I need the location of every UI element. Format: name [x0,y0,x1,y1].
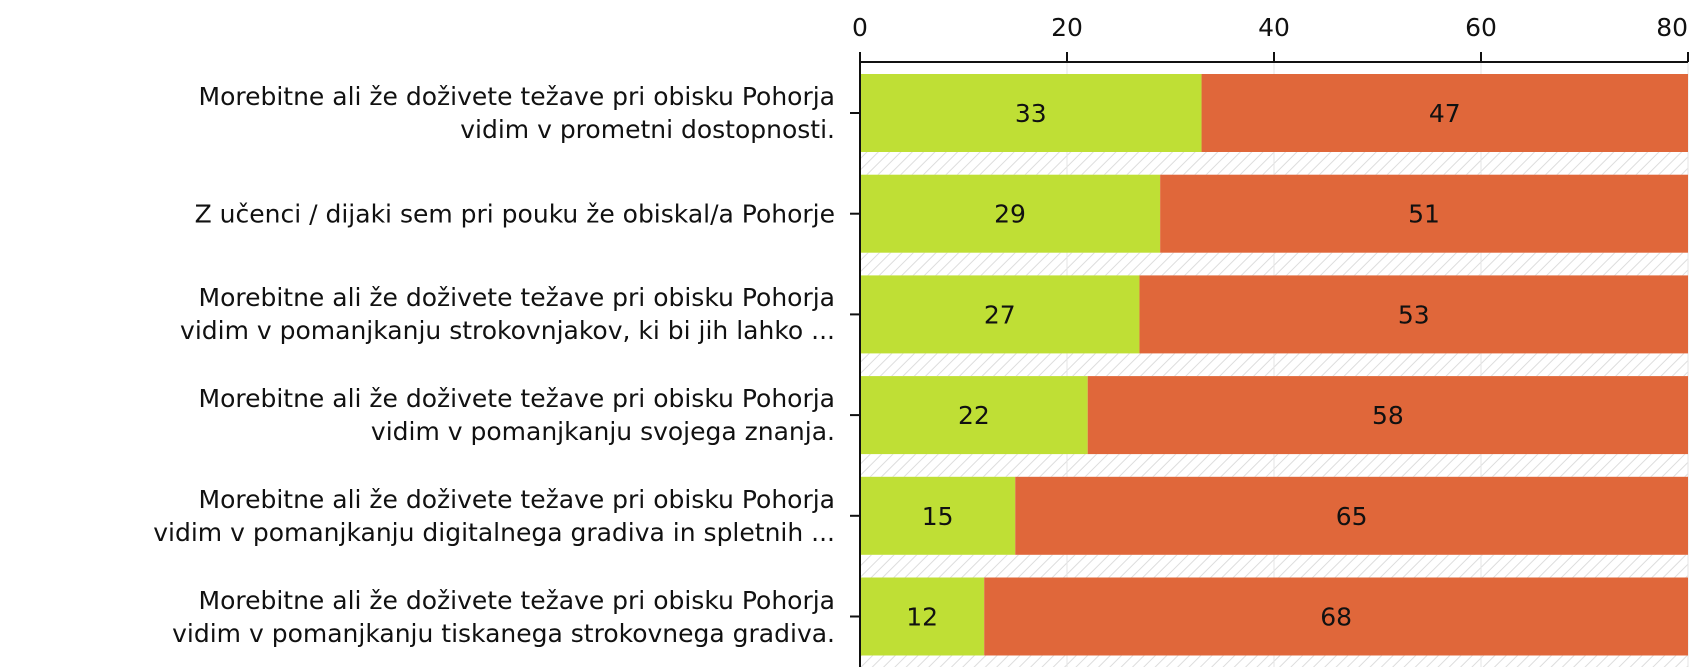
category-label: Morebitne ali že doživete težave pri obi… [172,585,835,648]
data-label: 15 [922,502,954,531]
data-label: 65 [1336,502,1368,531]
data-label: 58 [1372,401,1404,430]
x-tick-label: 80 [1656,13,1688,42]
bar [860,74,1202,152]
x-tick-label: 20 [1051,13,1083,42]
bar [1139,275,1688,354]
bar [860,174,1161,253]
x-tick-label: 0 [852,13,868,42]
data-label: 51 [1408,200,1440,229]
bar [1087,376,1688,455]
category-label: Morebitne ali že doživete težave pri obi… [153,484,835,547]
x-tick-label: 60 [1465,13,1497,42]
bar [860,577,985,656]
x-tick-label: 40 [1258,13,1290,42]
bar [860,476,1016,555]
category-label: Morebitne ali že doživete težave pri obi… [180,283,835,346]
bar [860,275,1140,354]
category-label: Z učenci / dijaki sem pri pouku že obisk… [194,199,835,229]
data-label: 27 [984,300,1016,329]
category-label: Morebitne ali že doživete težave pri obi… [198,384,836,447]
bar [984,577,1688,656]
category-label: Morebitne ali že doživete težave pri obi… [198,82,836,144]
data-label: 53 [1398,300,1430,329]
data-label: 12 [906,603,938,632]
data-label: 68 [1320,603,1352,632]
data-label: 33 [1015,99,1047,128]
data-label: 29 [994,200,1026,229]
data-label: 22 [958,401,990,430]
bar [1201,74,1688,152]
bar [1015,476,1688,555]
bar [860,376,1088,455]
bar [1160,174,1688,253]
data-label: 47 [1429,99,1461,128]
